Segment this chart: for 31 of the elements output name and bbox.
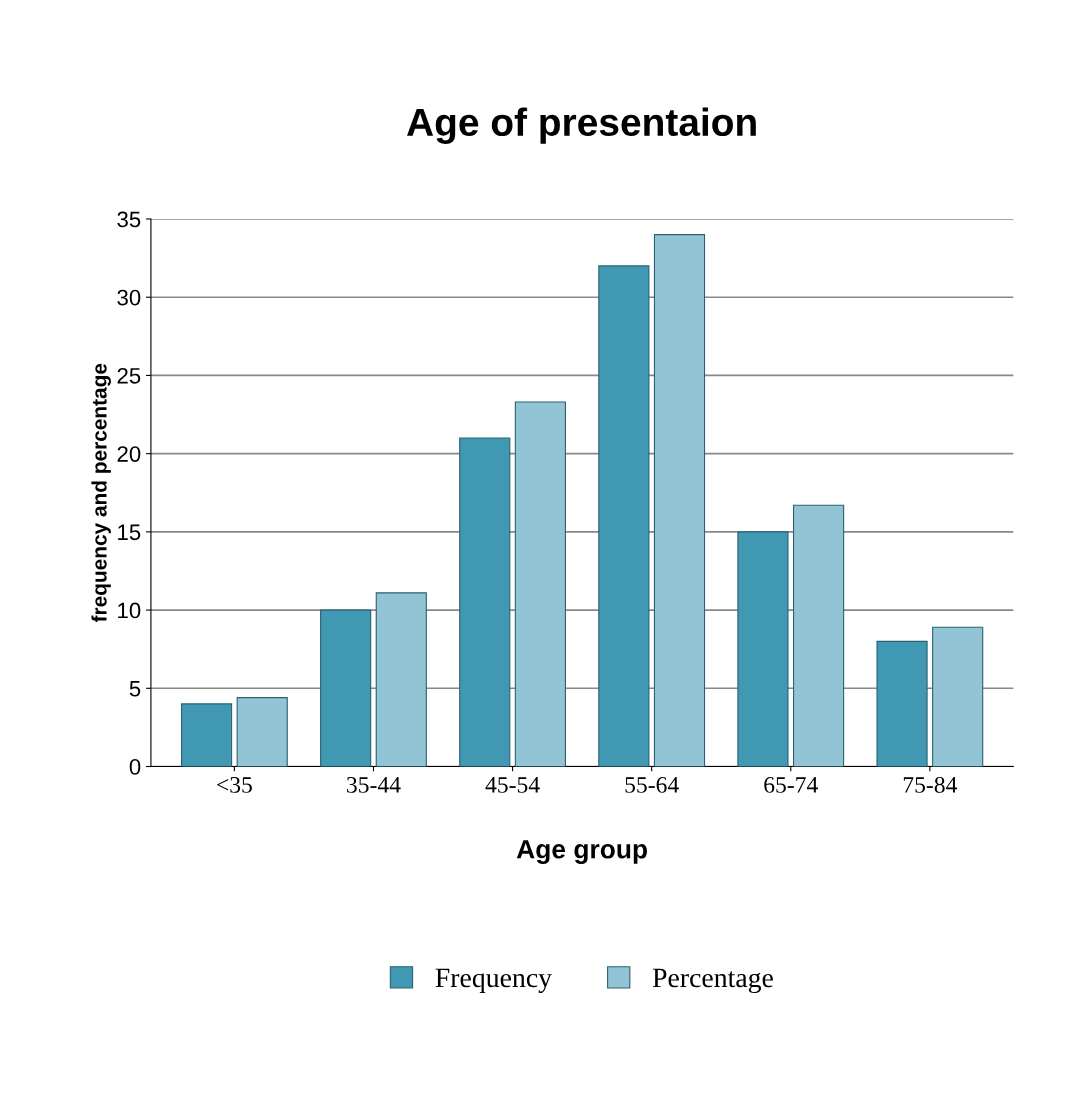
chart-title: Age of presentaion xyxy=(407,107,756,144)
bar xyxy=(180,703,233,767)
bar xyxy=(653,234,706,767)
bar xyxy=(514,401,566,767)
bar xyxy=(792,504,845,767)
bar xyxy=(876,640,928,767)
bar xyxy=(236,697,288,767)
x-tick-label: 35-44 xyxy=(347,776,401,793)
y-axis-title: frequency and percentage xyxy=(91,363,111,623)
y-tick-label: 30 xyxy=(117,289,141,306)
y-tick-label: 15 xyxy=(118,524,141,541)
x-tick-label: 55-64 xyxy=(625,776,679,793)
bar xyxy=(737,531,789,767)
legend-label: Frequency xyxy=(435,968,552,993)
y-tick-label: 0 xyxy=(129,759,141,775)
y-tick-label: 10 xyxy=(118,602,141,619)
legend-label: Percentage xyxy=(652,968,773,993)
x-tick-label: 65-74 xyxy=(764,776,818,793)
x-tick-label: 45-54 xyxy=(485,777,540,793)
x-tick-label: <35 xyxy=(217,776,252,793)
x-tick-label: 75-84 xyxy=(903,776,958,793)
y-tick-label: 35 xyxy=(117,211,141,228)
bar xyxy=(932,626,984,767)
y-tick-label: 5 xyxy=(129,681,141,697)
bar xyxy=(320,609,372,767)
bar xyxy=(375,592,427,767)
bar xyxy=(598,265,650,767)
bar xyxy=(459,437,511,767)
y-tick-label: 25 xyxy=(117,367,141,384)
x-axis-title: Age group xyxy=(516,840,648,864)
y-tick-label: 20 xyxy=(117,446,141,462)
